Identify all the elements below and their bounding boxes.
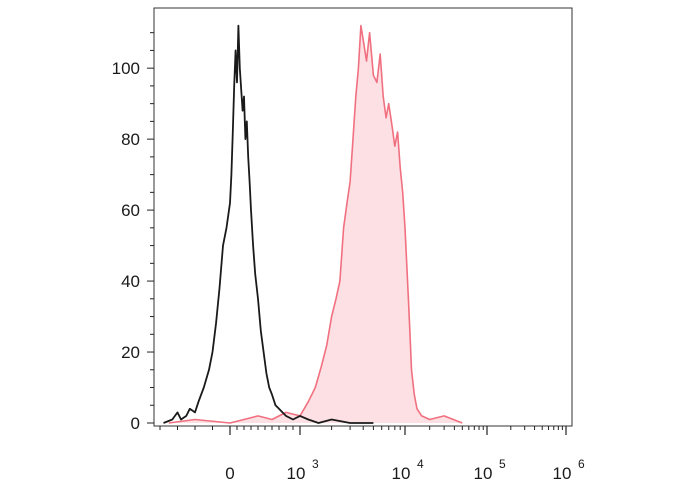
stained-histogram-fill <box>168 25 463 423</box>
x-tick-label: 0 <box>225 464 234 483</box>
x-tick-exponent: 6 <box>578 457 585 471</box>
x-tick-label: 10 <box>553 464 572 483</box>
y-tick-label: 20 <box>121 343 140 362</box>
x-tick-exponent: 5 <box>499 457 506 471</box>
x-tick-label: 10 <box>474 464 493 483</box>
x-tick-exponent: 3 <box>312 457 319 471</box>
control-histogram-line <box>163 24 374 424</box>
x-tick-exponent: 4 <box>417 457 424 471</box>
x-axis: 0 10 3 10 4 10 5 10 6 <box>159 426 585 483</box>
x-tick-label: 10 <box>287 464 306 483</box>
y-tick-label: 0 <box>131 414 140 433</box>
y-tick-label: 60 <box>121 201 140 220</box>
stained-histogram-line <box>168 24 463 424</box>
y-tick-label: 80 <box>121 130 140 149</box>
y-axis: 0 20 40 60 80 100 <box>112 32 154 433</box>
x-tick-label: 10 <box>392 464 411 483</box>
series-layer <box>163 24 463 424</box>
y-tick-label: 40 <box>121 272 140 291</box>
y-tick-label: 100 <box>112 59 140 78</box>
